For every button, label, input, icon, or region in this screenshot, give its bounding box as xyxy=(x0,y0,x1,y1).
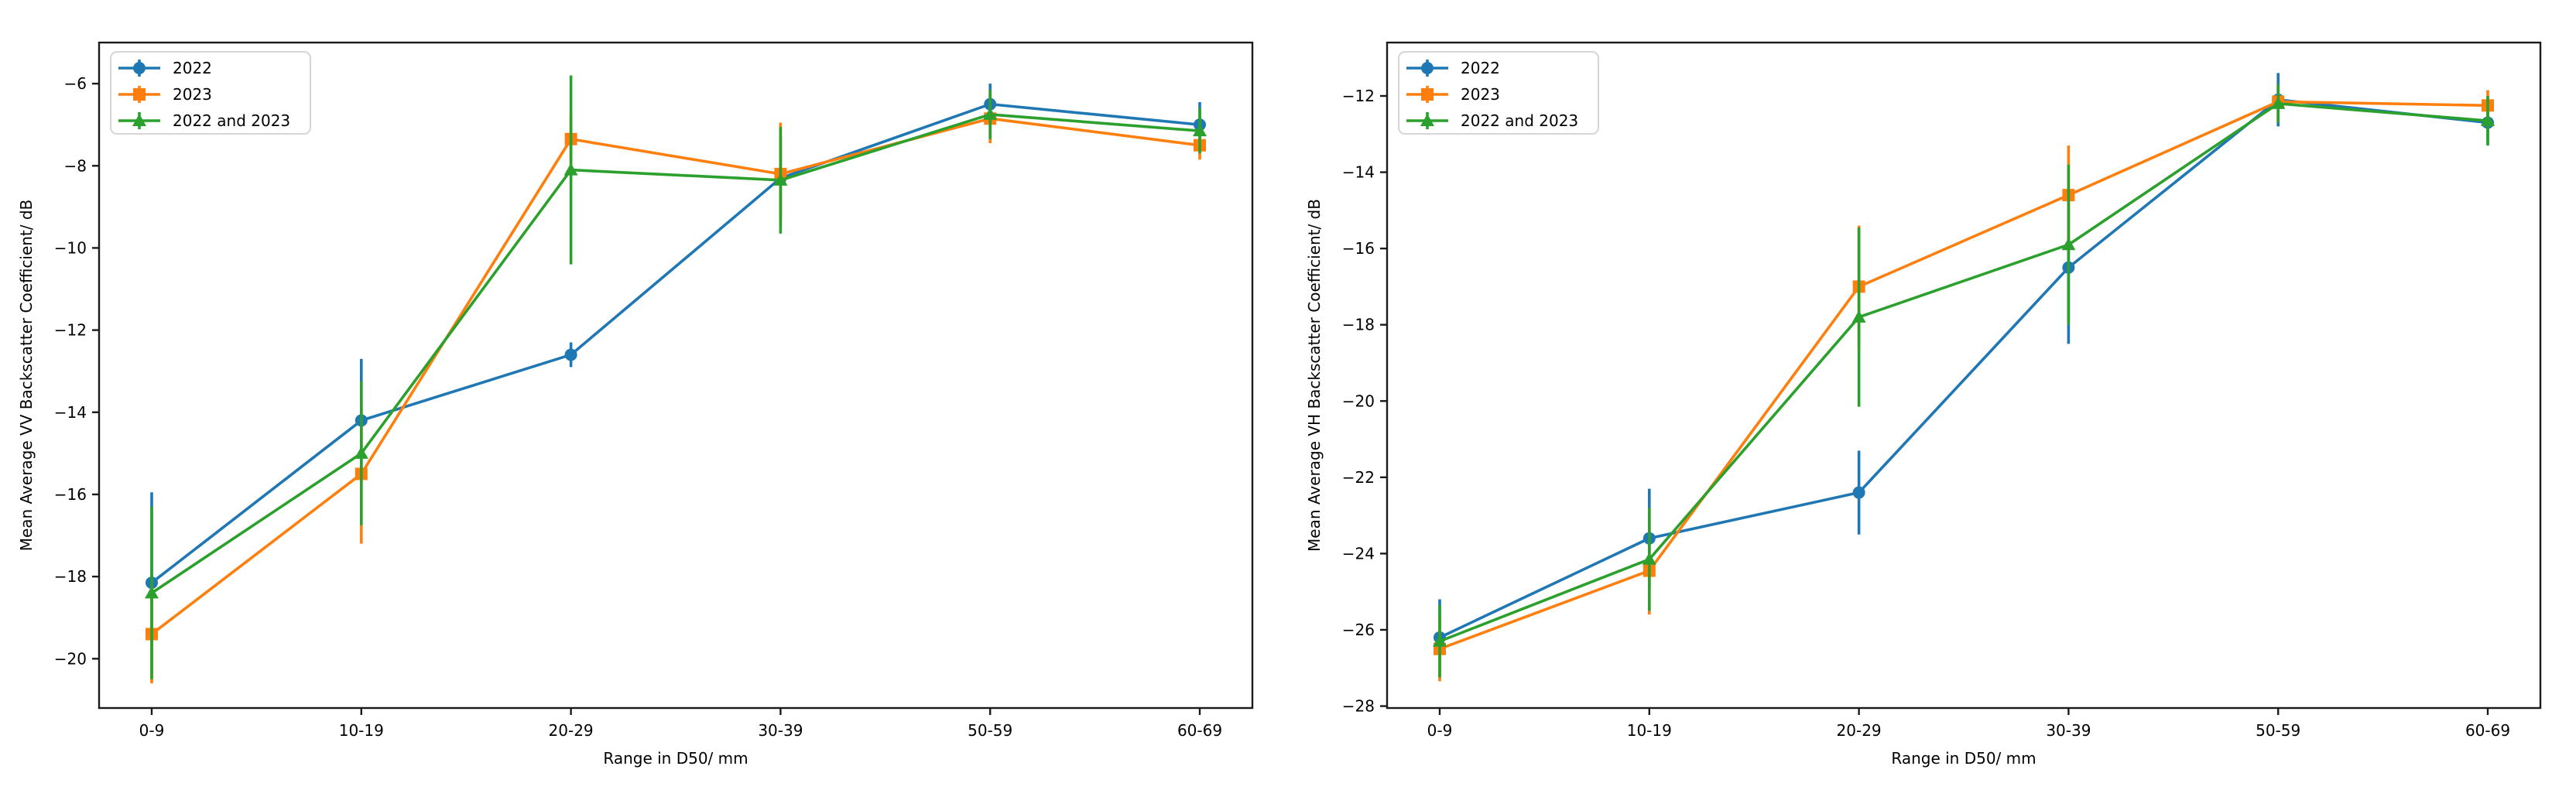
vh-y-axis: −12 −14 −16 −18 −20 −22 −24 −26 −28 xyxy=(1342,87,1387,716)
x-tick-label: 30-39 xyxy=(2046,721,2091,740)
triangle-marker xyxy=(354,446,368,459)
y-tick-label: −12 xyxy=(54,321,87,340)
legend-square-marker xyxy=(1421,88,1434,101)
vh-chart-canvas: −12 −14 −16 −18 −20 −22 −24 −26 −28 0-9 10-19 20-29… xyxy=(1305,41,2542,768)
y-tick-label: −28 xyxy=(1342,697,1375,716)
triangle-marker xyxy=(1852,310,1866,323)
legend-box xyxy=(1398,51,1599,135)
vh-x-axis-title: Range in D50/ mm xyxy=(1891,749,2036,768)
y-tick-label: −26 xyxy=(1342,621,1375,639)
y-tick-label: −16 xyxy=(54,485,87,504)
legend-circle-marker xyxy=(133,62,146,74)
triangle-marker xyxy=(2481,114,2495,127)
y-tick-label: −8 xyxy=(64,156,87,175)
legend-label: 2022 and 2023 xyxy=(173,111,290,130)
vh-series-2022 xyxy=(1434,73,2494,676)
series-line xyxy=(151,113,1201,594)
vh-series-2023 xyxy=(1434,84,2494,682)
vh-plot-area: −12 −14 −16 −18 −20 −22 −24 −26 −28 0-9 10-19 20-29… xyxy=(1305,41,2542,768)
x-tick-label: 10-19 xyxy=(1627,721,1672,740)
y-tick-label: −18 xyxy=(54,567,87,586)
legend-label: 2022 xyxy=(1461,59,1500,77)
circle-marker xyxy=(564,348,577,361)
y-tick-label: −12 xyxy=(1342,87,1375,105)
series-line xyxy=(1439,102,2489,643)
x-tick-label: 30-39 xyxy=(758,721,803,740)
vh-series-2022-and-2023 xyxy=(1433,84,2495,678)
series-line xyxy=(1439,100,2489,651)
y-tick-label: −10 xyxy=(54,238,87,257)
y-tick-label: −22 xyxy=(1342,468,1375,487)
x-tick-label: 60-69 xyxy=(1177,721,1222,740)
y-tick-label: −20 xyxy=(1342,392,1375,410)
series-line xyxy=(1439,98,2489,639)
x-tick-label: 0-9 xyxy=(139,721,165,740)
y-tick-label: −6 xyxy=(64,74,87,93)
x-tick-label: 50-59 xyxy=(968,721,1012,740)
y-tick-label: −18 xyxy=(1342,316,1375,334)
vv-series-2023 xyxy=(146,94,1206,684)
vv-x-axis-title: Range in D50/ mm xyxy=(603,749,748,768)
y-tick-label: −14 xyxy=(1342,163,1375,182)
legend-label: 2023 xyxy=(1461,85,1500,104)
x-tick-label: 10-19 xyxy=(339,721,384,740)
series-line xyxy=(150,102,1201,584)
triangle-marker xyxy=(2271,96,2286,109)
y-tick-label: −24 xyxy=(1342,544,1375,563)
vv-series-2022 xyxy=(146,84,1206,673)
x-tick-label: 20-29 xyxy=(549,721,594,740)
vh-y-axis-title: Mean Average VH Backscatter Coefficient/… xyxy=(1305,199,1324,552)
vv-chart: −6 −8 −10 −12 −14 −16 −18 −20 0-9 10-19 20-29 30-39… xyxy=(17,41,1254,768)
triangle-marker xyxy=(145,586,159,599)
triangle-marker xyxy=(983,107,998,120)
triangle-marker xyxy=(564,162,578,176)
y-tick-label: −14 xyxy=(54,403,87,422)
legend-label: 2023 xyxy=(173,85,212,104)
triangle-marker xyxy=(1642,552,1656,565)
y-tick-label: −16 xyxy=(1342,239,1375,258)
vv-x-axis: 0-9 10-19 20-29 30-39 50-59 60-69 xyxy=(139,708,1222,740)
vv-legend: 2022 2023 2022 and 2023 xyxy=(110,51,311,135)
triangle-marker xyxy=(773,173,788,186)
vv-series-2022-and-2023 xyxy=(145,75,1207,679)
vh-x-axis: 0-9 10-19 20-29 30-39 50-59 60-69 xyxy=(1427,708,2510,740)
legend-box xyxy=(110,51,311,135)
vv-y-axis: −6 −8 −10 −12 −14 −16 −18 −20 xyxy=(54,74,99,668)
legend-label: 2022 and 2023 xyxy=(1461,111,1578,130)
vh-axes-box xyxy=(1386,41,2542,710)
legend-label: 2022 xyxy=(173,59,212,77)
legend-triangle-marker xyxy=(132,114,146,126)
legend-circle-marker xyxy=(1421,62,1434,74)
circle-marker xyxy=(1852,486,1865,499)
vh-chart: −12 −14 −16 −18 −20 −22 −24 −26 −28 0-9 10-19 20-29… xyxy=(1288,0,2576,797)
y-tick-label: −20 xyxy=(54,649,87,668)
series-line xyxy=(150,117,1201,635)
x-tick-label: 60-69 xyxy=(2465,721,2510,740)
triangle-marker xyxy=(1193,124,1207,137)
vv-axes-box xyxy=(98,41,1254,710)
legend-square-marker xyxy=(133,88,146,101)
vv-y-axis-title: Mean Average VV Backscatter Coefficient/… xyxy=(17,200,36,552)
vv-chart-canvas: −6 −8 −10 −12 −14 −16 −18 −20 0-9 10-19 20-29 30-39… xyxy=(17,41,1254,768)
triangle-marker xyxy=(1433,634,1447,647)
x-tick-label: 0-9 xyxy=(1427,721,1453,740)
x-tick-label: 50-59 xyxy=(2256,721,2300,740)
vh-legend: 2022 2023 2022 and 2023 xyxy=(1398,51,1599,135)
triangle-marker xyxy=(2061,238,2076,251)
vv-plot-area: −6 −8 −10 −12 −14 −16 −18 −20 0-9 10-19 20-29 30-39… xyxy=(17,41,1254,768)
legend-triangle-marker xyxy=(1420,114,1434,126)
x-tick-label: 20-29 xyxy=(1837,721,1882,740)
